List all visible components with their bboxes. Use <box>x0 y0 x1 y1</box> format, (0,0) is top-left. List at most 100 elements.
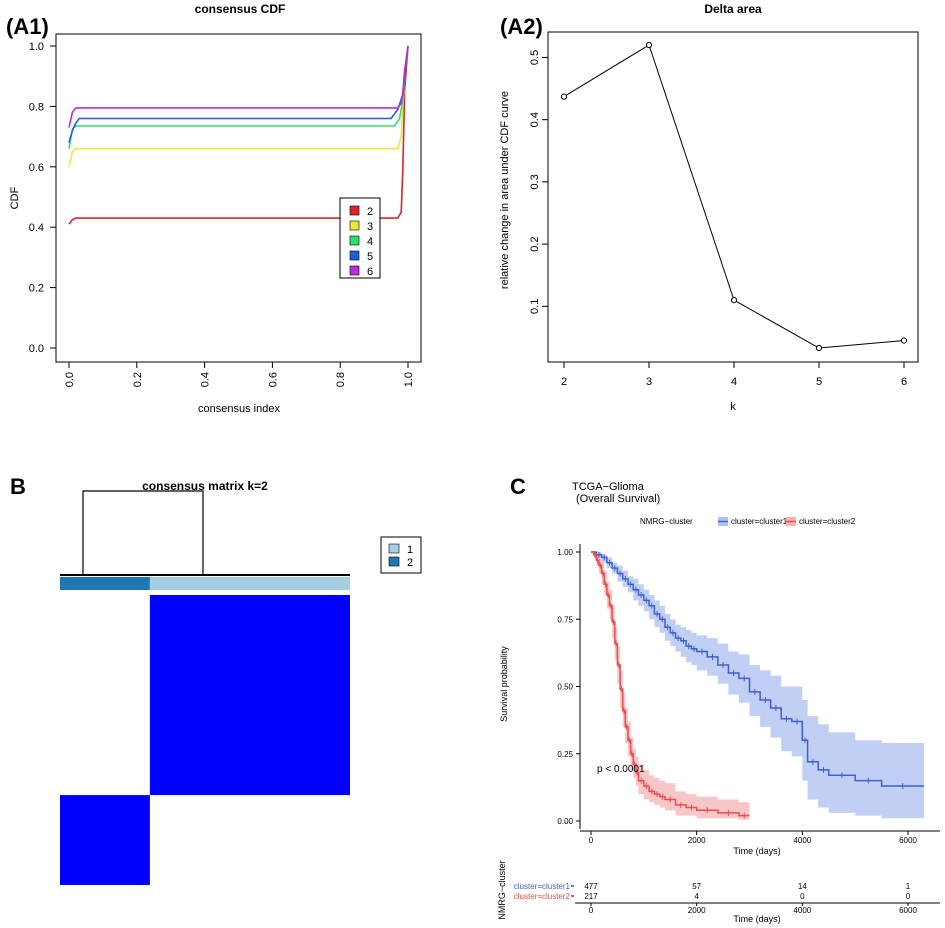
a2-x-tick-label: 2 <box>561 376 567 388</box>
c-y-axis: 0.00 0.25 0.50 0.75 1.00 <box>557 544 581 829</box>
a1-legend-label-5: 5 <box>367 251 373 263</box>
c-subtitle: (Overall Survival) <box>576 493 660 505</box>
c-risk-cell: 477 <box>584 882 598 891</box>
a1-y-tick-label: 0.6 <box>29 162 44 174</box>
a1-x-axis: 0.0 0.2 0.4 0.6 0.8 1.0 <box>64 361 415 387</box>
c-risk-cell: 217 <box>584 892 598 901</box>
a1-legend-swatch-6 <box>349 265 360 276</box>
c-pvalue: p < 0.0001 <box>597 764 645 775</box>
a2-x-tick-label: 6 <box>901 376 907 388</box>
c-title: TCGA−Glioma <box>572 481 645 493</box>
c-risk-cell: 57 <box>692 882 701 891</box>
a1-legend: 2 3 4 5 6 <box>339 197 381 279</box>
panel-a2: (A2) Delta area 0.1 0.2 0.3 0.4 0.5 2 3 4 5 6 re… <box>499 2 919 413</box>
a1-series-line-6 <box>68 45 409 128</box>
b-consensus-matrix <box>60 595 350 885</box>
c-legend-title: NMRG−cluster <box>640 517 693 526</box>
a2-point <box>730 296 738 304</box>
a1-y-tick-label: 0.2 <box>29 283 44 295</box>
a2-plot-frame <box>547 31 919 363</box>
c-x-tick-label: 0 <box>589 836 594 845</box>
b-legend-swatch-2 <box>388 556 400 567</box>
a2-point <box>560 93 568 100</box>
c-x-axis: 0 2000 4000 6000 <box>580 830 940 845</box>
c-survival-line-1 <box>591 551 924 787</box>
c-ci-band-1 <box>591 552 924 819</box>
c-y-tick-label: 0.75 <box>557 615 573 624</box>
b-dendrogram <box>60 490 350 576</box>
a1-legend-box <box>339 197 381 279</box>
a1-y-tick-label: 0.8 <box>29 101 44 113</box>
a2-point <box>645 41 653 49</box>
c-risk-cell: 4 <box>694 892 699 901</box>
a1-x-tick-label: 0.6 <box>267 372 279 387</box>
a2-y-tick-label: 0.3 <box>529 174 541 189</box>
a2-y-axis-label: relative change in area under CDF curve <box>499 91 511 289</box>
b-cluster-bar-1 <box>149 577 350 590</box>
a2-y-tick-label: 0.5 <box>529 50 541 65</box>
a1-legend-swatch-2 <box>349 205 360 216</box>
a1-legend-label-4: 4 <box>367 236 373 248</box>
c-legend-label-2: cluster=cluster2 <box>799 517 856 526</box>
c-risk-x-tick-label: 0 <box>589 906 594 915</box>
c-legend-label-1: cluster=cluster1 <box>731 517 788 526</box>
a1-y-axis-label: CDF <box>9 186 21 209</box>
c-risk-x-tick-label: 2000 <box>688 906 706 915</box>
b-dendrogram-top-branch <box>82 490 204 575</box>
c-risk-cell: 0 <box>906 892 911 901</box>
a1-y-tick-label: 0.0 <box>29 343 44 355</box>
b-cluster-bar <box>60 577 350 590</box>
b-matrix-block-1 <box>149 595 350 796</box>
a2-x-tick-label: 3 <box>646 376 652 388</box>
a1-legend-label-3: 3 <box>367 221 373 233</box>
c-risk-row-label-1: cluster=cluster1 <box>514 882 571 891</box>
panel-a2-label: (A2) <box>500 14 543 39</box>
a2-y-tick-label: 0.2 <box>529 236 541 251</box>
c-risk-title: NMRG−cluster <box>497 860 507 919</box>
panel-b-label: B <box>10 474 26 499</box>
b-title: consensus matrix k=2 <box>142 479 268 493</box>
a1-x-tick-label: 0.2 <box>132 372 144 387</box>
b-cluster-bar-2 <box>60 577 150 590</box>
a2-x-axis-label: k <box>730 401 736 413</box>
panel-c: C TCGA−Glioma (Overall Survival) NMRG−cl… <box>497 474 940 924</box>
panel-a1: (A1) consensus CDF 0.0 0.2 0.4 0.6 0.8 1.0 0.… <box>6 2 422 415</box>
c-risk-x-tick-label: 4000 <box>793 906 811 915</box>
a1-series-line-2 <box>68 45 409 225</box>
a1-y-tick-label: 1.0 <box>29 41 44 53</box>
a1-x-tick-label: 0.8 <box>335 372 347 387</box>
c-y-tick-label: 0.00 <box>557 817 573 826</box>
a2-y-tick-label: 0.4 <box>529 112 541 127</box>
c-risk-table: NMRG−cluster Time (days) cluster=cluster… <box>497 860 940 924</box>
a1-series-lines <box>68 45 409 225</box>
c-x-tick-label: 2000 <box>688 836 706 845</box>
b-legend: 12 <box>380 536 422 574</box>
b-legend-box <box>380 536 422 574</box>
a1-legend-swatch-3 <box>349 220 360 231</box>
b-legend-label-1: 1 <box>407 544 413 556</box>
c-risk-cell: 1 <box>906 882 911 891</box>
panel-b: B consensus matrix k=2 12 <box>10 474 422 885</box>
a1-x-tick-label: 1.0 <box>403 372 415 387</box>
a1-y-tick-label: 0.4 <box>29 222 44 234</box>
a1-legend-label-2: 2 <box>367 206 373 218</box>
b-legend-swatch-1 <box>388 543 400 554</box>
c-y-tick-label: 1.00 <box>557 548 573 557</box>
c-risk-x-label: Time (days) <box>733 914 780 924</box>
a1-title: consensus CDF <box>195 2 286 16</box>
c-y-tick-label: 0.50 <box>557 683 573 692</box>
a1-series-line-4 <box>68 45 409 149</box>
panel-c-label: C <box>510 474 526 499</box>
a2-point <box>900 337 908 344</box>
a2-y-tick-label: 0.1 <box>529 299 541 314</box>
c-x-tick-label: 4000 <box>793 836 811 845</box>
a2-series <box>560 41 908 352</box>
a1-x-tick-label: 0.0 <box>64 372 76 387</box>
c-x-tick-label: 6000 <box>899 836 917 845</box>
c-ci-band-2 <box>591 552 750 820</box>
a2-x-tick-label: 4 <box>731 376 737 388</box>
a1-legend-label-6: 6 <box>367 266 373 278</box>
a2-x-axis: 2 3 4 5 6 <box>561 361 907 388</box>
b-matrix-block-2 <box>60 795 150 885</box>
